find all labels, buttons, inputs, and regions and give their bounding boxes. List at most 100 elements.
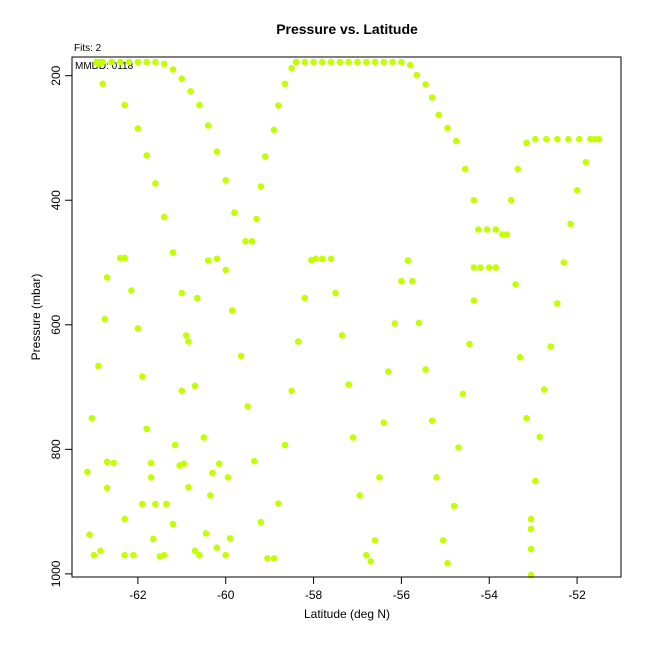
data-point (200, 434, 208, 441)
data-point (204, 122, 212, 129)
data-point (134, 125, 142, 132)
data-point (404, 257, 412, 264)
data-point (257, 183, 265, 190)
data-point (275, 500, 282, 507)
data-point (169, 249, 177, 256)
data-point (229, 307, 236, 314)
data-point (222, 177, 229, 184)
data-point (492, 264, 500, 271)
x-tick-label: -54 (481, 588, 499, 602)
data-point (292, 58, 300, 66)
data-point (257, 518, 265, 526)
data-point (475, 226, 482, 233)
data-point (398, 58, 405, 66)
data-point (391, 320, 399, 327)
data-point (213, 148, 221, 155)
data-point (237, 352, 245, 360)
data-point (363, 58, 370, 66)
data-point (139, 500, 146, 508)
data-point (312, 255, 320, 263)
data-point (242, 238, 249, 245)
data-point (547, 343, 554, 350)
data-point (380, 58, 388, 66)
data-point (88, 414, 96, 422)
data-point (270, 555, 278, 562)
data-point (523, 414, 530, 422)
data-point (121, 101, 128, 109)
data-point (231, 209, 238, 216)
data-point (226, 535, 234, 542)
data-point (294, 338, 302, 345)
data-point (207, 492, 214, 499)
data-point (163, 500, 170, 508)
data-point (483, 226, 491, 233)
data-point (178, 75, 186, 83)
x-tick-label: -58 (305, 588, 323, 602)
data-point (516, 353, 524, 361)
data-point (470, 196, 478, 204)
data-point (121, 254, 128, 262)
data-point (178, 387, 186, 395)
data-point (244, 403, 251, 410)
data-point (143, 152, 150, 159)
data-point (84, 468, 91, 476)
plot-frame (71, 56, 622, 578)
data-point (101, 315, 109, 323)
data-point (150, 535, 157, 543)
data-point (565, 135, 572, 143)
y-tick-label: 400 (49, 190, 63, 210)
data-point (301, 58, 309, 66)
data-point (327, 58, 335, 66)
data-point (398, 277, 405, 285)
data-point (428, 417, 436, 425)
data-point (171, 441, 179, 449)
data-point (191, 547, 199, 555)
data-point (178, 289, 186, 297)
data-point (532, 477, 539, 485)
data-point (301, 294, 309, 302)
data-point (224, 474, 232, 481)
data-point (187, 88, 194, 95)
data-point (147, 459, 155, 467)
data-point (261, 153, 269, 160)
data-point (169, 520, 177, 528)
data-point (422, 81, 429, 88)
data-point (455, 444, 462, 451)
data-point (97, 547, 104, 555)
data-point (354, 58, 361, 66)
data-point (253, 215, 260, 223)
y-tick-label: 800 (49, 439, 63, 459)
data-point (281, 441, 289, 449)
data-point (121, 515, 128, 523)
data-point (152, 500, 159, 508)
data-point (147, 474, 155, 481)
data-point (117, 58, 124, 66)
data-point (389, 58, 396, 66)
data-point (409, 277, 416, 285)
data-point (503, 231, 511, 238)
data-point (160, 551, 168, 559)
data-point (470, 297, 478, 304)
data-point (248, 238, 256, 245)
data-point (160, 60, 168, 68)
data-point (428, 94, 436, 101)
data-point (527, 545, 535, 553)
data-point (86, 531, 93, 538)
y-axis-label: Pressure (mbar) (29, 274, 43, 361)
data-point (196, 101, 203, 109)
data-point (281, 80, 289, 88)
data-point (213, 544, 221, 551)
data-point (125, 58, 133, 66)
data-point (180, 460, 188, 468)
data-point (134, 325, 142, 332)
data-point (477, 264, 484, 271)
data-point (345, 58, 353, 66)
data-point (413, 71, 421, 79)
chart-title: Pressure vs. Latitude (276, 21, 418, 37)
x-tick-label: -62 (129, 588, 147, 602)
data-point (595, 135, 603, 143)
data-point (536, 433, 543, 441)
data-point (222, 266, 229, 274)
data-point (345, 381, 353, 388)
x-tick-label: -52 (568, 588, 586, 602)
